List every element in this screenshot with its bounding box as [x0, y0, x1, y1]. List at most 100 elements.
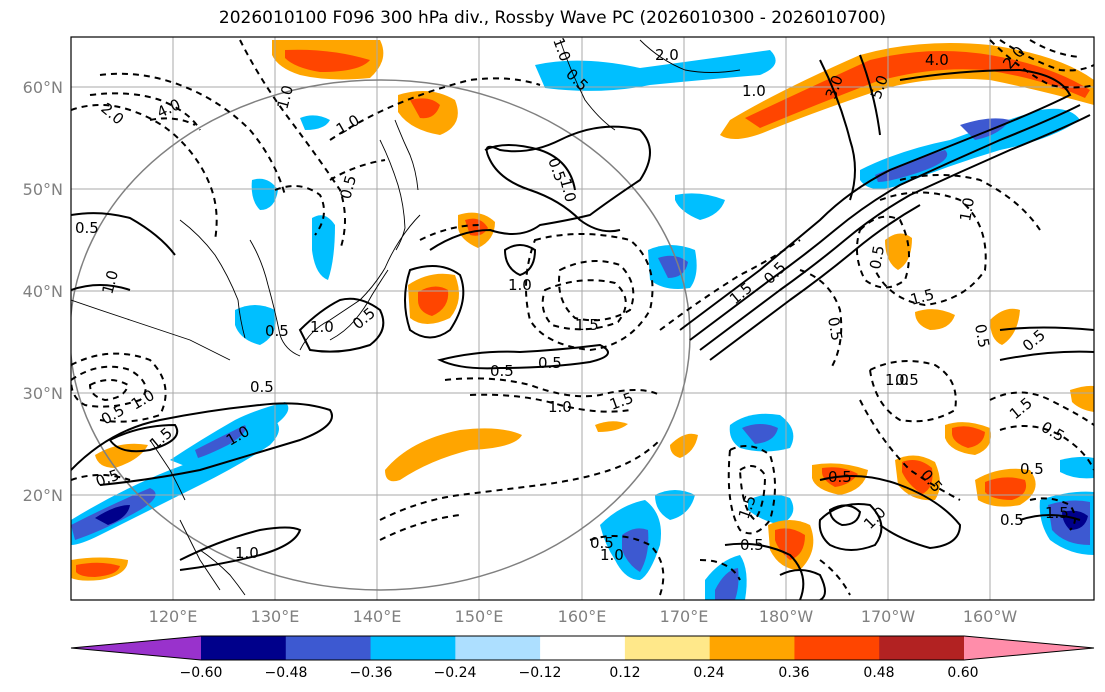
contour-label: 1.0	[548, 398, 572, 416]
contour-label: 1.5	[1045, 504, 1069, 522]
shade-positive	[990, 308, 1020, 345]
contour-label: 0.5	[824, 316, 846, 343]
colorbar-tick-label: −0.36	[350, 665, 393, 681]
contour-label: 1.0	[885, 371, 909, 389]
shade-negative	[251, 178, 278, 210]
contour-label: 1.5	[575, 316, 599, 334]
shade-positive	[285, 49, 370, 72]
lon-label-120e: 120°E	[149, 607, 198, 626]
contour-label: 1.0	[956, 196, 978, 223]
shade-positive	[595, 421, 628, 432]
chart-title: 2026010100 F096 300 hPa div., Rossby Wav…	[218, 8, 887, 28]
contour-label: 1.0	[235, 544, 259, 562]
shade-negative	[95, 505, 130, 525]
colorbar-outline	[70, 635, 1095, 661]
contour-label: 1.0	[742, 82, 766, 100]
colorbar-tick-label: 0.36	[778, 665, 809, 681]
contour-label: 1.0	[273, 83, 297, 111]
shade-negative	[655, 490, 695, 520]
shade-positive	[985, 477, 1027, 500]
lon-label-130e: 130°E	[251, 607, 300, 626]
colorbar-extend-low	[71, 636, 201, 660]
lon-label-170w: 170°W	[861, 607, 916, 626]
colorbar-swatch	[370, 636, 456, 660]
shade-negative	[742, 424, 778, 444]
contour-label: 0.5	[971, 323, 993, 350]
shade-negative	[960, 118, 1010, 140]
colorbar-tick-label: −0.12	[519, 665, 562, 681]
contour-label: 1.0	[508, 276, 532, 294]
lon-label-160e: 160°E	[558, 607, 607, 626]
longitude-labels: 120°E 130°E 140°E 150°E 160°E 170°E 180°…	[149, 607, 1018, 626]
colorbar-tick-label: 0.24	[693, 665, 724, 681]
colorbar-swatch	[201, 636, 287, 660]
contour-label: 0.5	[336, 173, 360, 201]
shade-positive	[1070, 385, 1094, 412]
shade-positive	[952, 426, 985, 448]
colorbar-swatch	[879, 636, 965, 660]
shade-positive	[95, 443, 148, 468]
lon-label-140e: 140°E	[353, 607, 402, 626]
colorbar-tick-label: 0.48	[863, 665, 894, 681]
contour-label: 0.5	[1020, 460, 1044, 478]
contour-label: 0.5	[828, 468, 852, 486]
shade-negative	[748, 494, 794, 525]
shade-negative	[1060, 456, 1094, 479]
coastlines	[71, 39, 741, 596]
colorbar-swatch	[455, 636, 541, 660]
colorbar-extend-high	[964, 636, 1094, 660]
colorbar-swatch	[285, 636, 372, 660]
shade-negative	[715, 568, 739, 600]
map-frame	[70, 36, 1095, 601]
contour-label: 0.5	[1000, 511, 1024, 529]
contour-label: 1.5	[908, 285, 936, 309]
shade-negative	[675, 193, 725, 220]
lat-label-20n: 20°N	[23, 486, 63, 505]
shade-positive	[915, 309, 955, 330]
lon-label-170e: 170°E	[660, 607, 709, 626]
contour-label: 4.0	[925, 51, 949, 69]
contour-label: 1.0	[600, 546, 624, 564]
lat-label-40n: 40°N	[23, 282, 63, 301]
lat-label-60n: 60°N	[23, 78, 63, 97]
colorbar-swatch	[540, 636, 626, 660]
range-circle	[71, 79, 691, 591]
latitude-labels: 60°N 50°N 40°N 30°N 20°N	[23, 78, 63, 505]
shade-negative	[300, 115, 330, 130]
colorbar-tick-label: 0.60	[947, 665, 978, 681]
shade-negative	[195, 425, 246, 458]
colorbar-ticks: −0.60 −0.48 −0.36 −0.24 −0.12 0.12 0.24 …	[180, 665, 979, 681]
colorbar-tick-label: −0.24	[434, 665, 477, 681]
colorbar	[70, 635, 1095, 661]
contour-label: 0.5	[740, 536, 764, 554]
shade-positive	[385, 428, 522, 482]
colorbar-tick-label: 0.12	[609, 665, 640, 681]
contour-label: 0.5	[265, 322, 289, 340]
shade-negative	[875, 150, 948, 182]
colorbar-swatch	[624, 636, 711, 660]
lon-label-150e: 150°E	[455, 607, 504, 626]
lat-label-50n: 50°N	[23, 180, 63, 199]
colorbar-swatch	[709, 636, 795, 660]
contour-label: 1.0	[556, 176, 580, 204]
contour-label: 1.0	[310, 318, 334, 336]
contour-label: 0.5	[75, 219, 99, 237]
shade-positive	[410, 98, 440, 119]
contours-negative	[71, 39, 1094, 596]
contour-label: 1.0	[98, 268, 122, 296]
contour-label: 0.5	[538, 354, 562, 372]
shade-negative	[622, 528, 649, 572]
shade-negative	[312, 215, 335, 280]
lon-label-180w: 180°W	[759, 607, 814, 626]
contour-label: 2.0	[655, 46, 679, 64]
shade-positive	[885, 233, 912, 270]
contour-label: 0.5	[250, 378, 274, 396]
shade-positive	[902, 460, 933, 494]
contour-label: 0.5	[590, 534, 614, 552]
lat-label-30n: 30°N	[23, 384, 63, 403]
lon-label-160w: 160°W	[963, 607, 1018, 626]
shade-negative	[235, 305, 276, 345]
colorbar-tick-label: −0.48	[265, 665, 308, 681]
shade-positive	[76, 562, 120, 577]
